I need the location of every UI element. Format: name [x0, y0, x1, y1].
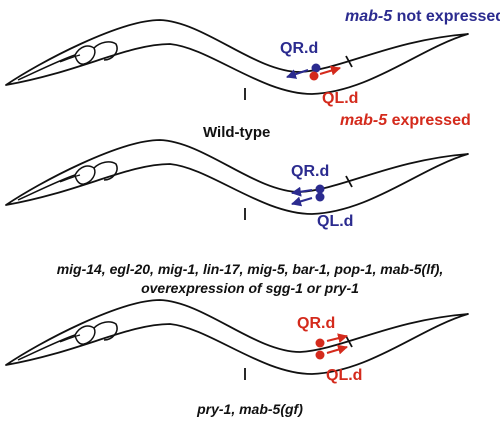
ql-cell — [315, 192, 325, 202]
qr-label: QR.d — [280, 40, 318, 57]
legend-expressed: mab-5 expressed — [340, 112, 471, 129]
caption-gain-of-function: pry-1, mab-5(gf) — [196, 401, 303, 417]
caption-wild-type: Wild-type — [203, 124, 270, 141]
ql-cell — [315, 350, 325, 360]
worm-outline — [5, 299, 469, 381]
qr-cell — [315, 184, 325, 194]
legend-not-expressed: mab-5 not expressed — [345, 8, 500, 25]
worm-outline — [5, 139, 469, 221]
caption-loss-of-function-line1: mig-14, egl-20, mig-1, lin-17, mig-5, ba… — [57, 261, 444, 277]
qr-migration-arrow — [291, 186, 313, 197]
ql-label: QL.d — [322, 90, 358, 107]
ql-migration-arrow — [291, 196, 313, 207]
qr-label: QR.d — [297, 315, 335, 332]
qr-migration-arrow — [326, 333, 348, 344]
qr-label: QR.d — [291, 163, 329, 180]
ql-migration-arrow — [326, 344, 348, 355]
qr-cell — [315, 338, 325, 348]
panel-wild-type: QR.d QL.d mab-5 not expressed mab-5 expr… — [5, 8, 500, 141]
panel-loss-of-function: QR.d QL.d mig-14, egl-20, mig-1, lin-17,… — [5, 139, 469, 296]
caption-loss-of-function-line2: overexpression of sgg-1 or pry-1 — [141, 280, 359, 296]
ql-label: QL.d — [317, 213, 353, 230]
qr-migration-arrow — [286, 69, 309, 79]
worm-outline — [5, 19, 469, 101]
ql-migration-arrow — [319, 65, 341, 76]
panel-gain-of-function: QR.d QL.d pry-1, mab-5(gf) — [5, 299, 469, 417]
qr-cell — [311, 63, 321, 73]
ql-label: QL.d — [326, 367, 362, 384]
ql-cell — [309, 71, 319, 81]
